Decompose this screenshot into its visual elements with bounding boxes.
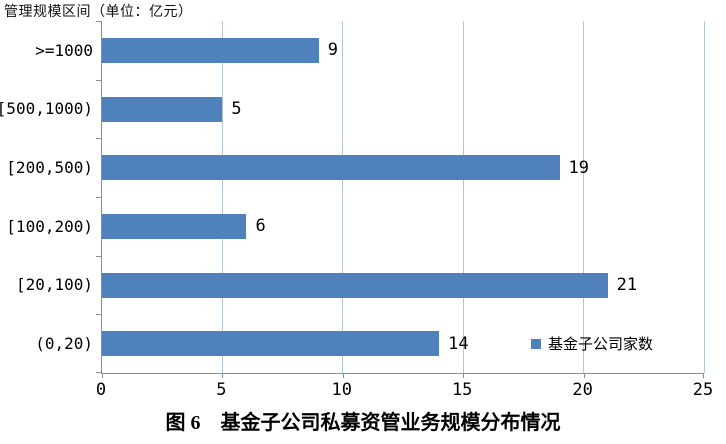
bar (102, 331, 440, 357)
legend: 基金子公司家数 (531, 333, 653, 354)
chart-title: 管理规模区间（单位：亿元） (4, 3, 193, 19)
bar (102, 272, 608, 298)
category-label: [100,200) (6, 216, 93, 236)
category-label: [200,500) (6, 158, 93, 178)
y-tick (96, 21, 102, 22)
x-tick (342, 373, 344, 378)
bar (102, 37, 319, 63)
x-tick (102, 373, 103, 378)
y-tick (96, 255, 102, 257)
y-tick (96, 138, 102, 140)
x-tick-label: 25 (692, 380, 714, 400)
bar-value-label: 19 (568, 157, 589, 178)
category-label: [20,100) (15, 275, 93, 295)
category-label: [500,1000) (0, 99, 93, 119)
gridline (462, 21, 464, 373)
y-tick (96, 79, 102, 81)
y-tick (96, 197, 102, 198)
category-label: >=1000 (35, 40, 93, 60)
category-label: (0,20) (35, 334, 93, 354)
x-tick-label: 10 (331, 380, 353, 400)
bar (102, 96, 223, 122)
bar-value-label: 9 (327, 40, 338, 61)
x-tick (703, 373, 704, 378)
bar-value-label: 14 (448, 333, 469, 354)
x-tick-label: 15 (451, 380, 473, 400)
y-axis-labels: >=1000 [500,1000) [200,500) [100,200) [20,10… (0, 21, 93, 373)
plot-area: 9 5 19 6 21 14 (96, 21, 705, 378)
bar-value-label: 5 (231, 99, 242, 119)
bar-value-label: 21 (616, 275, 638, 295)
bar (102, 155, 560, 181)
gridline (703, 21, 705, 373)
x-tick (222, 373, 224, 378)
legend-swatch-icon (531, 338, 541, 349)
y-tick (96, 314, 102, 316)
legend-label: 基金子公司家数 (548, 336, 654, 353)
y-tick (96, 372, 102, 373)
x-tick-label: 0 (95, 380, 107, 400)
x-tick (463, 373, 465, 378)
bar (102, 213, 247, 239)
x-tick-label: 5 (216, 380, 227, 400)
x-tick (583, 373, 585, 378)
x-axis-labels: 0 5 10 15 20 25 (96, 380, 713, 400)
gridline (583, 21, 585, 373)
bar-value-label: 6 (255, 216, 266, 237)
chart-caption: 图 6 基金子公司私募资管业务规模分布情况 (165, 412, 561, 434)
gridline (221, 21, 223, 373)
gridline (342, 21, 344, 373)
x-tick-label: 20 (572, 380, 593, 400)
